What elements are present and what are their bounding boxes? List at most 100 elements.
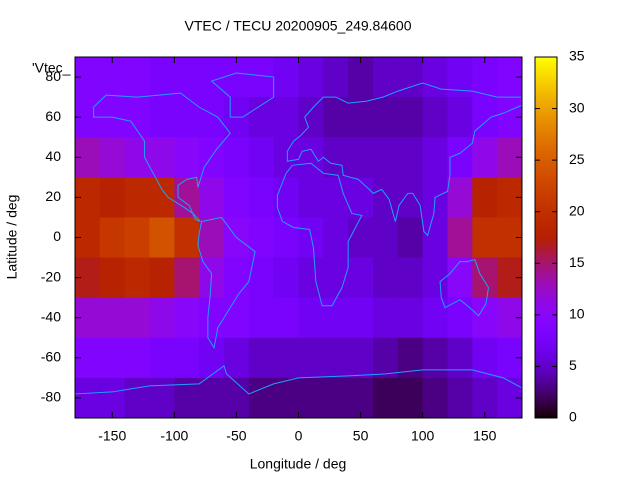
colorbar-step <box>535 240 557 245</box>
colorbar-step <box>535 282 557 287</box>
colorbar-step <box>535 258 557 263</box>
colorbar-step <box>535 66 557 70</box>
heat-cell <box>348 257 374 299</box>
heat-cell <box>348 57 374 98</box>
heat-cell <box>199 257 225 299</box>
heat-cell <box>323 97 349 138</box>
colorbar-step <box>535 345 557 350</box>
coastline <box>75 366 522 394</box>
colorbar-tick-label: 25 <box>569 151 585 167</box>
colorbar-step <box>535 243 557 248</box>
heat-cell <box>224 137 250 178</box>
colorbar-step <box>535 264 557 269</box>
heat-cell <box>99 217 126 259</box>
heat-cell <box>224 257 250 299</box>
colorbar-step <box>535 93 557 97</box>
heat-cell <box>348 137 374 178</box>
heat-cell <box>323 217 349 259</box>
heat-cell <box>273 337 299 379</box>
y-tick-label: -40 <box>41 308 61 324</box>
colorbar-step <box>535 75 557 79</box>
colorbar-step <box>535 360 557 365</box>
heat-cell <box>99 137 126 178</box>
heat-cell <box>224 377 250 419</box>
colorbar-step <box>535 198 557 202</box>
heat-cell <box>298 337 324 379</box>
heat-cell <box>397 57 424 98</box>
colorbar-step <box>535 285 557 290</box>
colorbar-step <box>535 378 557 383</box>
heat-cell <box>422 257 448 299</box>
heat-cell <box>199 97 225 138</box>
colorbar-step <box>535 234 557 238</box>
colorbar-step <box>535 192 557 196</box>
colorbar-step <box>535 120 557 124</box>
colorbar-step <box>535 261 557 266</box>
y-tick-label: 0 <box>53 228 61 244</box>
heat-cell <box>348 177 374 218</box>
colorbar-step <box>535 333 557 338</box>
colorbar-step <box>535 351 557 356</box>
coastline <box>440 260 488 316</box>
heat-cell <box>124 97 150 138</box>
heat-cell <box>373 377 399 419</box>
colorbar-step <box>535 96 557 100</box>
heat-cell <box>472 297 498 339</box>
colorbar-step <box>535 210 557 214</box>
colorbar-step <box>535 195 557 199</box>
colorbar-step <box>535 207 557 211</box>
heat-cell <box>447 97 473 138</box>
colorbar-step <box>535 327 557 332</box>
heat-cell <box>99 57 126 98</box>
y-axis-label: Latitude / deg <box>4 195 20 280</box>
colorbar-step <box>535 408 557 413</box>
colorbar-step <box>535 228 557 232</box>
heat-cell <box>99 337 126 379</box>
colorbar-step <box>535 84 557 88</box>
colorbar-step <box>535 369 557 374</box>
heat-cell <box>149 217 175 259</box>
heat-cell <box>174 57 200 98</box>
heat-cell <box>348 377 374 419</box>
x-tick-label: -150 <box>98 428 126 444</box>
colorbar-step <box>535 363 557 368</box>
colorbar-step <box>535 414 557 419</box>
chart-title: VTEC / TECU 20200905_249.84600 <box>184 18 411 34</box>
heat-cell <box>397 297 424 339</box>
heat-cell <box>397 97 424 138</box>
colorbar-step <box>535 288 557 293</box>
colorbar-step <box>535 141 557 145</box>
heat-cell <box>348 297 374 339</box>
y-tick-label: 40 <box>45 148 61 164</box>
coastline <box>287 83 522 235</box>
heat-cell <box>124 177 150 218</box>
colorbar-step <box>535 315 557 320</box>
heat-cell <box>298 177 324 218</box>
heat-cell <box>472 337 498 379</box>
colorbar-step <box>535 255 557 260</box>
colorbar-step <box>535 117 557 121</box>
colorbar-step <box>535 99 557 103</box>
colorbar-step <box>535 201 557 205</box>
heat-cell <box>174 137 200 178</box>
colorbar-step <box>535 297 557 302</box>
colorbar-step <box>535 219 557 223</box>
colorbar-step <box>535 318 557 323</box>
heat-cell <box>298 97 324 138</box>
colorbar-step <box>535 405 557 410</box>
colorbar-step <box>535 387 557 392</box>
y-tick-label: 60 <box>45 108 61 124</box>
colorbar-step <box>535 273 557 278</box>
colorbar-step <box>535 204 557 208</box>
heat-cell <box>199 217 225 259</box>
heat-cell <box>248 97 275 138</box>
colorbar-step <box>535 135 557 139</box>
y-tick-label: 20 <box>45 188 61 204</box>
coastline <box>277 163 361 305</box>
colorbar-step <box>535 189 557 193</box>
heat-cell <box>273 377 299 419</box>
x-tick-label: 150 <box>473 428 497 444</box>
colorbar-step <box>535 312 557 317</box>
colorbar-step <box>535 60 557 64</box>
colorbar-step <box>535 309 557 314</box>
